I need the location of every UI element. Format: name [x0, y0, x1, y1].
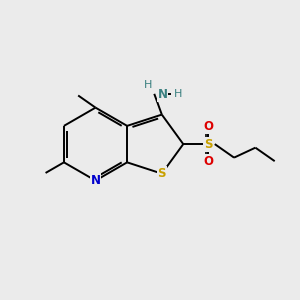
Text: H: H	[144, 80, 152, 90]
Text: H: H	[174, 89, 182, 99]
Text: O: O	[203, 155, 213, 168]
Text: S: S	[204, 138, 212, 151]
Text: O: O	[203, 120, 213, 133]
Text: N: N	[91, 174, 100, 187]
Text: S: S	[158, 167, 166, 180]
Text: N: N	[158, 88, 168, 101]
